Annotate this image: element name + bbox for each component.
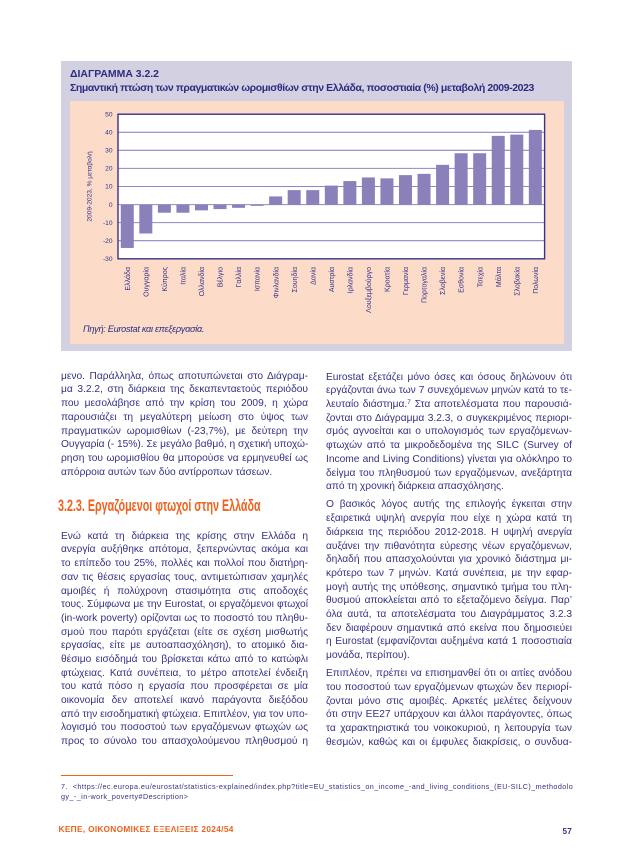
svg-text:Ισπανία: Ισπανία bbox=[254, 267, 262, 291]
svg-text:Γερμανία: Γερμανία bbox=[402, 267, 410, 295]
svg-text:Λουξεμβούργο: Λουξεμβούργο bbox=[365, 267, 373, 313]
svg-text:10: 10 bbox=[105, 184, 113, 191]
svg-text:30: 30 bbox=[105, 148, 113, 155]
svg-text:-30: -30 bbox=[103, 256, 113, 263]
svg-text:Πολωνία: Πολωνία bbox=[532, 267, 540, 294]
svg-text:50: 50 bbox=[105, 111, 113, 118]
svg-text:Φινλανδία: Φινλανδία bbox=[272, 267, 280, 298]
svg-text:Γαλλία: Γαλλία bbox=[235, 267, 243, 288]
svg-text:Ιρλανδία: Ιρλανδία bbox=[346, 267, 354, 293]
svg-text:0: 0 bbox=[109, 202, 113, 209]
svg-text:Ιταλία: Ιταλία bbox=[180, 267, 188, 285]
svg-text:Δανία: Δανία bbox=[309, 267, 317, 285]
svg-text:Σλοβακία: Σλοβακία bbox=[513, 267, 521, 296]
svg-text:-10: -10 bbox=[103, 220, 113, 227]
svg-text:Ολλανδία: Ολλανδία bbox=[198, 267, 206, 296]
svg-text:Μάλτα: Μάλτα bbox=[495, 267, 503, 287]
svg-text:Εσθονία: Εσθονία bbox=[458, 267, 466, 293]
svg-text:Τσεχία: Τσεχία bbox=[476, 267, 484, 287]
svg-text:Ουγγαρία: Ουγγαρία bbox=[142, 267, 150, 297]
svg-text:40: 40 bbox=[105, 130, 113, 137]
svg-text:20: 20 bbox=[105, 166, 113, 173]
svg-text:Πορτογαλία: Πορτογαλία bbox=[421, 267, 429, 303]
svg-text:Ελλάδα: Ελλάδα bbox=[124, 267, 132, 291]
svg-text:-20: -20 bbox=[103, 238, 113, 245]
svg-text:Κύπρος: Κύπρος bbox=[161, 266, 169, 291]
svg-text:Σλοβενία: Σλοβενία bbox=[439, 267, 447, 295]
svg-text:Αυστρία: Αυστρία bbox=[328, 267, 336, 292]
svg-text:Σουηδία: Σουηδία bbox=[291, 267, 299, 292]
svg-text:Βέλγιο: Βέλγιο bbox=[217, 267, 225, 287]
svg-text:2009-2023, % μεταβολή: 2009-2023, % μεταβολή bbox=[87, 151, 94, 222]
svg-text:Κροατία: Κροατία bbox=[384, 267, 392, 292]
